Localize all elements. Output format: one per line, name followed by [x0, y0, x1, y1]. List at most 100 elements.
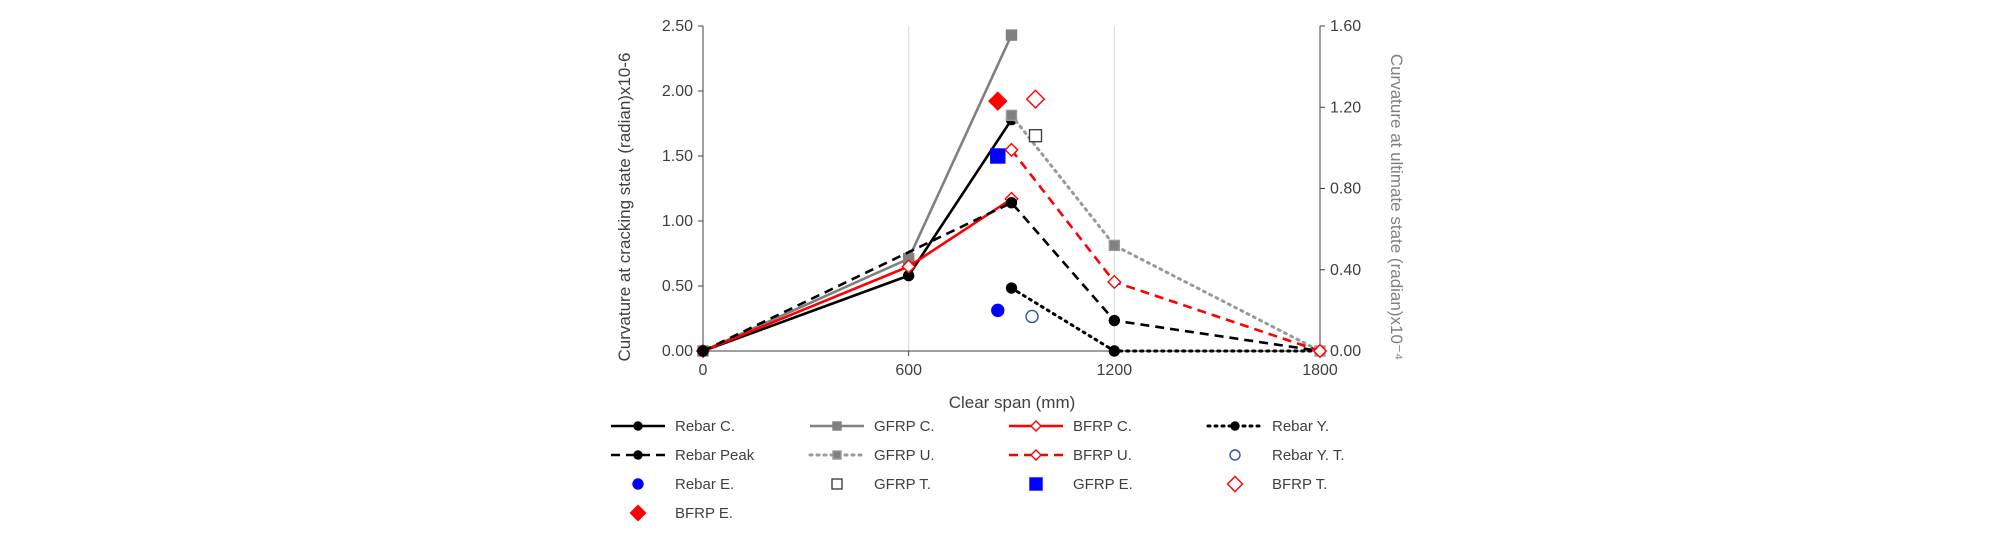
data-point-gfrp-e: [990, 148, 1006, 164]
legend-label: Rebar C.: [675, 418, 735, 435]
x-tick-label: 1800: [1302, 362, 1338, 379]
y-axis-label-left: Curvature at cracking state (radian)x10-…: [615, 53, 634, 362]
y-left-tick-label: 2.50: [662, 18, 693, 35]
data-point-bfrp-c: [901, 259, 916, 274]
data-point-gfrp-t: [1028, 128, 1043, 143]
legend-item-bfrp-t: BFRP T.: [1226, 475, 1327, 493]
data-point-rebar-y: [1108, 345, 1121, 357]
legend-swatch-marker: [629, 504, 647, 522]
legend-label: Rebar E.: [675, 476, 734, 493]
legend-label: BFRP C.: [1073, 418, 1132, 435]
data-point-rebar-y-t: [1025, 309, 1039, 324]
chart-axis-titles: Clear span (mm) Curvature at cracking st…: [615, 53, 1406, 412]
data-point-bfrp-u: [1107, 274, 1122, 290]
data-point-gfrp-u: [1005, 109, 1018, 122]
legend-item-gfrp-u: GFRP U.: [808, 447, 935, 464]
series-bfrp-e: [988, 91, 1008, 111]
legend-label: Rebar Peak: [675, 447, 755, 464]
y-left-tick-label: 0.50: [662, 278, 693, 295]
data-point-rebar-e: [991, 303, 1005, 318]
x-tick-label: 1200: [1097, 362, 1133, 379]
legend-label: BFRP T.: [1272, 476, 1327, 493]
data-point-bfrp-u: [1312, 343, 1328, 359]
legend-item-rebar-y: Rebar Y.: [1206, 418, 1329, 435]
legend-item-bfrp-c: BFRP C.: [1009, 418, 1132, 435]
chart-tick-labels: 0 600 1200 1800 0.00 0.50 1.00 1.50 2.00 2.50 0.00…: [662, 18, 1361, 379]
y-left-tick-label: 1.50: [662, 148, 693, 165]
y-right-tick-label: 0.40: [1330, 262, 1361, 279]
legend-swatch-marker: [1029, 477, 1043, 491]
y-right-tick-label: 1.20: [1330, 99, 1361, 116]
legend-label: GFRP T.: [874, 476, 931, 493]
legend-label: BFRP E.: [675, 505, 733, 522]
legend-swatch-marker: [1230, 421, 1240, 431]
legend-label: GFRP E.: [1073, 476, 1133, 493]
y-left-tick-label: 1.00: [662, 213, 693, 230]
legend-item-gfrp-e: GFRP E.: [1029, 476, 1133, 493]
legend-item-bfrp-u: BFRP U.: [1009, 447, 1132, 464]
series-gfrp-e: [990, 148, 1006, 164]
legend-swatch-marker: [633, 450, 643, 460]
legend-label: Rebar Y. T.: [1272, 447, 1345, 464]
data-point-bfrp-t: [1025, 89, 1046, 109]
data-point-rebar-y: [1005, 282, 1018, 294]
series-rebar-peak: [697, 197, 1326, 357]
series-gfrp-u: [1005, 109, 1326, 357]
legend-label: BFRP U.: [1073, 447, 1132, 464]
data-point-gfrp-c: [1005, 29, 1018, 41]
legend-item-rebar-y-t: Rebar Y. T.: [1229, 447, 1345, 464]
data-point-bfrp-u: [1004, 142, 1019, 158]
data-point-rebar-peak: [697, 345, 709, 357]
series-gfrp-c: [697, 29, 1018, 357]
series-bfrp-t: [1025, 89, 1046, 109]
legend-swatch-marker: [1030, 449, 1042, 461]
series-line-gfrp-c: [702, 34, 1013, 353]
chart-axes: [702, 26, 1321, 352]
x-tick-label: 0: [699, 362, 708, 379]
series-line-rebar-y: [1010, 286, 1322, 353]
data-point-gfrp-u: [1108, 239, 1121, 252]
legend-swatch-marker: [633, 421, 643, 431]
legend-item-gfrp-c: GFRP C.: [810, 418, 935, 435]
y-axis-label-right: Curvature at ultimate state (radian)x10⁻…: [1387, 54, 1406, 360]
series-rebar-e: [991, 303, 1005, 318]
y-left-tick-label: 0.00: [662, 343, 693, 360]
series-rebar-c: [697, 113, 1018, 357]
legend-label: GFRP U.: [874, 447, 935, 464]
series-bfrp-c: [695, 191, 1019, 359]
legend-swatch-marker: [1226, 475, 1244, 493]
y-right-tick-label: 1.60: [1330, 18, 1361, 35]
x-tick-label: 600: [895, 362, 922, 379]
legend-swatch-marker: [832, 421, 842, 431]
series-line-bfrp-u: [1010, 149, 1321, 353]
chart-series: [695, 29, 1328, 359]
series-line-rebar-c: [702, 118, 1013, 353]
legend-item-rebar-e: Rebar E.: [632, 476, 734, 493]
legend-item-rebar-peak: Rebar Peak: [611, 447, 755, 464]
series-rebar-y-t: [1025, 309, 1039, 324]
y-right-tick-label: 0.80: [1330, 181, 1361, 198]
data-point-rebar-peak: [1005, 197, 1018, 209]
y-left-tick-label: 2.00: [662, 83, 693, 100]
legend-label: GFRP C.: [874, 418, 935, 435]
series-line-rebar-peak: [702, 201, 1321, 353]
legend-swatch-marker: [1229, 449, 1241, 461]
y-right-tick-label: 0.00: [1330, 343, 1361, 360]
x-axis-label: Clear span (mm): [949, 393, 1076, 412]
chart-gridlines: [908, 26, 1115, 351]
legend-item-gfrp-t: GFRP T.: [831, 476, 931, 493]
series-gfrp-t: [1028, 128, 1043, 143]
data-point-rebar-peak: [1108, 314, 1121, 327]
legend-label: Rebar Y.: [1272, 418, 1329, 435]
chart-legend: Rebar C. GFRP C. BFRP C. Rebar Y. Rebar Peak…: [611, 418, 1345, 522]
legend-swatch-marker: [831, 478, 843, 490]
data-point-bfrp-e: [988, 91, 1008, 111]
legend-swatch-marker: [1030, 420, 1042, 432]
legend-item-rebar-c: Rebar C.: [611, 418, 735, 435]
legend-swatch-marker: [832, 450, 842, 460]
legend-item-bfrp-e: BFRP E.: [629, 504, 733, 522]
series-line-gfrp-u: [1010, 113, 1322, 353]
legend-swatch-marker: [632, 478, 644, 490]
series-bfrp-u: [1004, 142, 1328, 359]
